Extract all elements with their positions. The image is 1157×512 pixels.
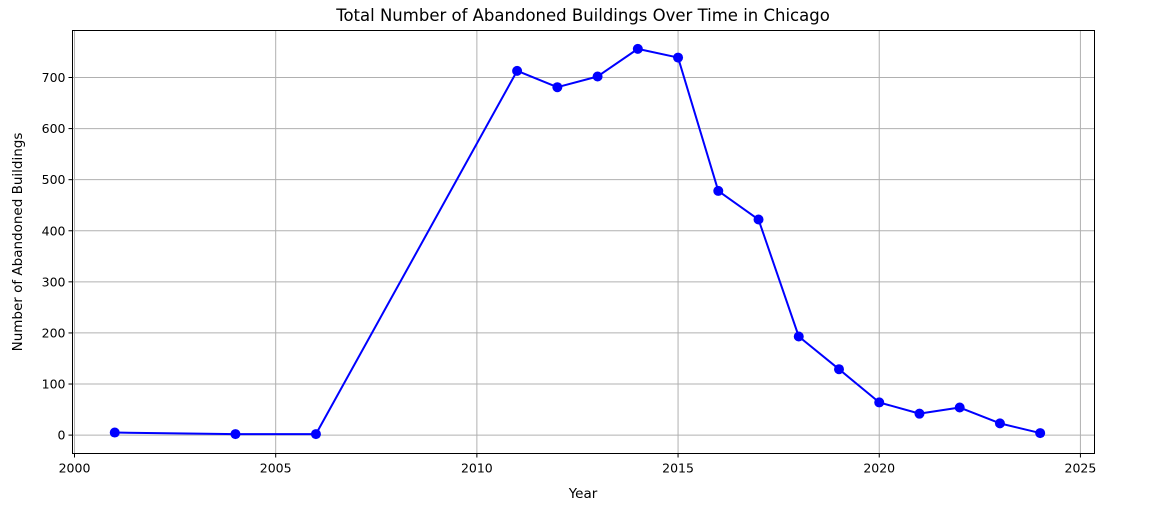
- data-point: [994, 418, 1005, 429]
- chart-title: Total Number of Abandoned Buildings Over…: [335, 6, 830, 25]
- y-tick-label: 200: [42, 325, 66, 340]
- data-point: [632, 43, 643, 54]
- y-tick-label: 700: [42, 70, 66, 85]
- x-tick-label: 2020: [863, 461, 895, 476]
- x-tick-label: 2010: [461, 461, 493, 476]
- data-point: [874, 397, 885, 408]
- data-point: [109, 427, 120, 438]
- y-tick-label: 300: [42, 274, 66, 289]
- x-tick-label: 2005: [260, 461, 292, 476]
- data-point: [954, 402, 965, 413]
- data-point: [713, 185, 724, 196]
- x-tick-label: 2000: [59, 461, 91, 476]
- series-layer: [109, 43, 1046, 440]
- data-point: [552, 82, 563, 93]
- data-point: [230, 429, 241, 440]
- data-point: [914, 408, 925, 419]
- data-point: [592, 71, 603, 82]
- y-tick-label: 100: [42, 377, 66, 392]
- y-tick-label: 0: [58, 428, 66, 443]
- data-point: [753, 214, 764, 225]
- axis-ticks: 2000 2005 2010 2015 2020 2025 0 100 200 300 400 500…: [42, 70, 1097, 476]
- y-tick-label: 400: [42, 223, 66, 238]
- y-tick-label: 500: [42, 172, 66, 187]
- x-tick-label: 2015: [662, 461, 694, 476]
- data-point: [512, 65, 523, 76]
- x-tick-label: 2025: [1065, 461, 1097, 476]
- data-point: [1035, 428, 1046, 439]
- data-point: [834, 364, 844, 375]
- plot-frame: [72, 30, 1095, 454]
- series-line: [114, 47, 1041, 436]
- data-point: [793, 331, 804, 342]
- y-axis-label: Number of Abandoned Buildings: [10, 133, 26, 352]
- grid: [72, 30, 1095, 454]
- y-tick-label: 600: [42, 121, 66, 136]
- data-point: [673, 52, 684, 63]
- x-axis-label: Year: [568, 486, 598, 502]
- data-point: [310, 429, 321, 440]
